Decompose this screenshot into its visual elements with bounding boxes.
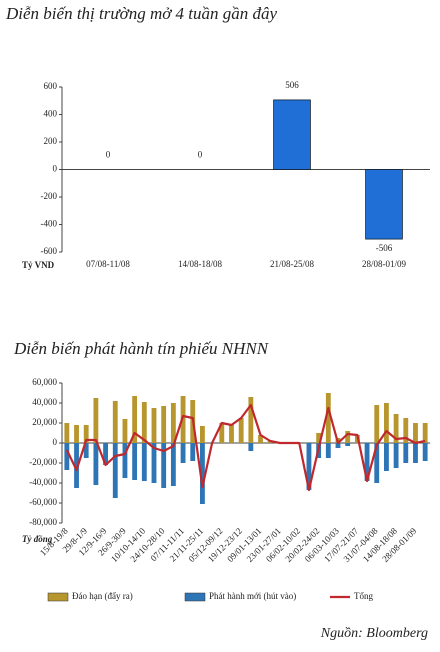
x-tick-label: 14/08-18/08: [178, 259, 222, 269]
bar: [403, 418, 409, 443]
bar: [403, 443, 409, 463]
y-tick-label: -60,000: [29, 497, 57, 507]
bar: [200, 426, 205, 443]
bar: [365, 169, 403, 240]
bar: [345, 431, 351, 443]
y-tick-label: -600: [41, 246, 58, 256]
bar: [190, 443, 196, 461]
bar: [238, 418, 244, 443]
bar: [345, 443, 351, 446]
y-tick-label: 0: [53, 437, 58, 447]
y-tick-label: -80,000: [29, 517, 57, 527]
bar: [151, 443, 157, 483]
y-tick-label: 0: [53, 164, 58, 174]
bar: [384, 403, 389, 443]
bar: [374, 443, 380, 483]
chart-title: Diễn biến thị trường mở 4 tuần gần đây: [5, 4, 278, 23]
bar: [151, 408, 157, 443]
y-tick-label: 200: [44, 136, 58, 146]
y-tick-label: 40,000: [32, 397, 57, 407]
line: [65, 403, 426, 492]
bar: [93, 398, 99, 443]
bar: [122, 443, 128, 478]
data-label: 506: [285, 80, 299, 90]
y-tick-label: 20,000: [32, 417, 57, 427]
bar: [74, 443, 79, 488]
bar: [180, 443, 186, 463]
legend-label: Đáo hạn (đẩy ra): [72, 591, 133, 601]
bar: [83, 443, 89, 458]
y-tick-label: -20,000: [29, 457, 57, 467]
bar: [161, 443, 167, 488]
y-tick-label: 400: [44, 109, 58, 119]
bar: [112, 401, 118, 443]
data-label: 0: [198, 150, 203, 160]
bar: [93, 443, 99, 485]
bar: [103, 443, 108, 465]
bar: [83, 425, 89, 443]
bar: [413, 443, 418, 463]
bar: [325, 393, 331, 443]
chart-title: Diễn biến phát hành tín phiếu NHNN: [13, 339, 270, 358]
bar: [141, 443, 147, 481]
bar: [161, 406, 167, 443]
legend-swatch: [47, 592, 69, 602]
y-tick-label: 600: [44, 81, 58, 91]
bar: [200, 443, 205, 504]
legend-label: Phát hành mới (hút vào): [209, 591, 296, 601]
y-tick-label: -400: [41, 219, 58, 229]
y-axis-label: Tỷ VND: [22, 260, 55, 270]
bar: [316, 433, 322, 443]
data-label: 0: [106, 150, 111, 160]
bar: [219, 423, 225, 443]
bar: [422, 443, 428, 461]
bar: [132, 396, 138, 443]
x-tick-label: 07/08-11/08: [86, 259, 130, 269]
bar: [132, 443, 138, 480]
bar: [112, 443, 118, 498]
bar: [258, 435, 263, 443]
bar: [325, 443, 331, 458]
y-tick-label: -200: [41, 191, 58, 201]
y-axis-label: Tỷ đồng: [22, 534, 53, 544]
bar: [141, 402, 147, 443]
bar: [384, 443, 389, 471]
bar: [335, 443, 341, 448]
bar: [64, 423, 70, 443]
bar: [422, 423, 428, 443]
bar: [229, 425, 234, 443]
bar: [393, 443, 399, 468]
bar: [248, 443, 254, 451]
data-label: -506: [376, 243, 393, 253]
bar: [413, 423, 418, 443]
legend-label: Tổng: [354, 591, 373, 601]
bar: [170, 443, 176, 486]
bar: [64, 443, 70, 470]
bar: [122, 419, 128, 443]
y-tick-label: -40,000: [29, 477, 57, 487]
x-tick-label: 21/08-25/08: [270, 259, 314, 269]
bar: [393, 414, 399, 443]
bar: [374, 405, 380, 443]
source: Nguồn: Bloomberg: [320, 626, 428, 641]
bar: [364, 443, 370, 481]
legend-swatch: [184, 592, 206, 602]
bar: [248, 397, 254, 443]
bar: [273, 99, 311, 170]
bar: [170, 403, 176, 443]
y-tick-label: 60,000: [32, 377, 57, 387]
x-tick-label: 28/08-01/09: [362, 259, 406, 269]
bar: [74, 425, 79, 443]
bar: [306, 443, 312, 490]
